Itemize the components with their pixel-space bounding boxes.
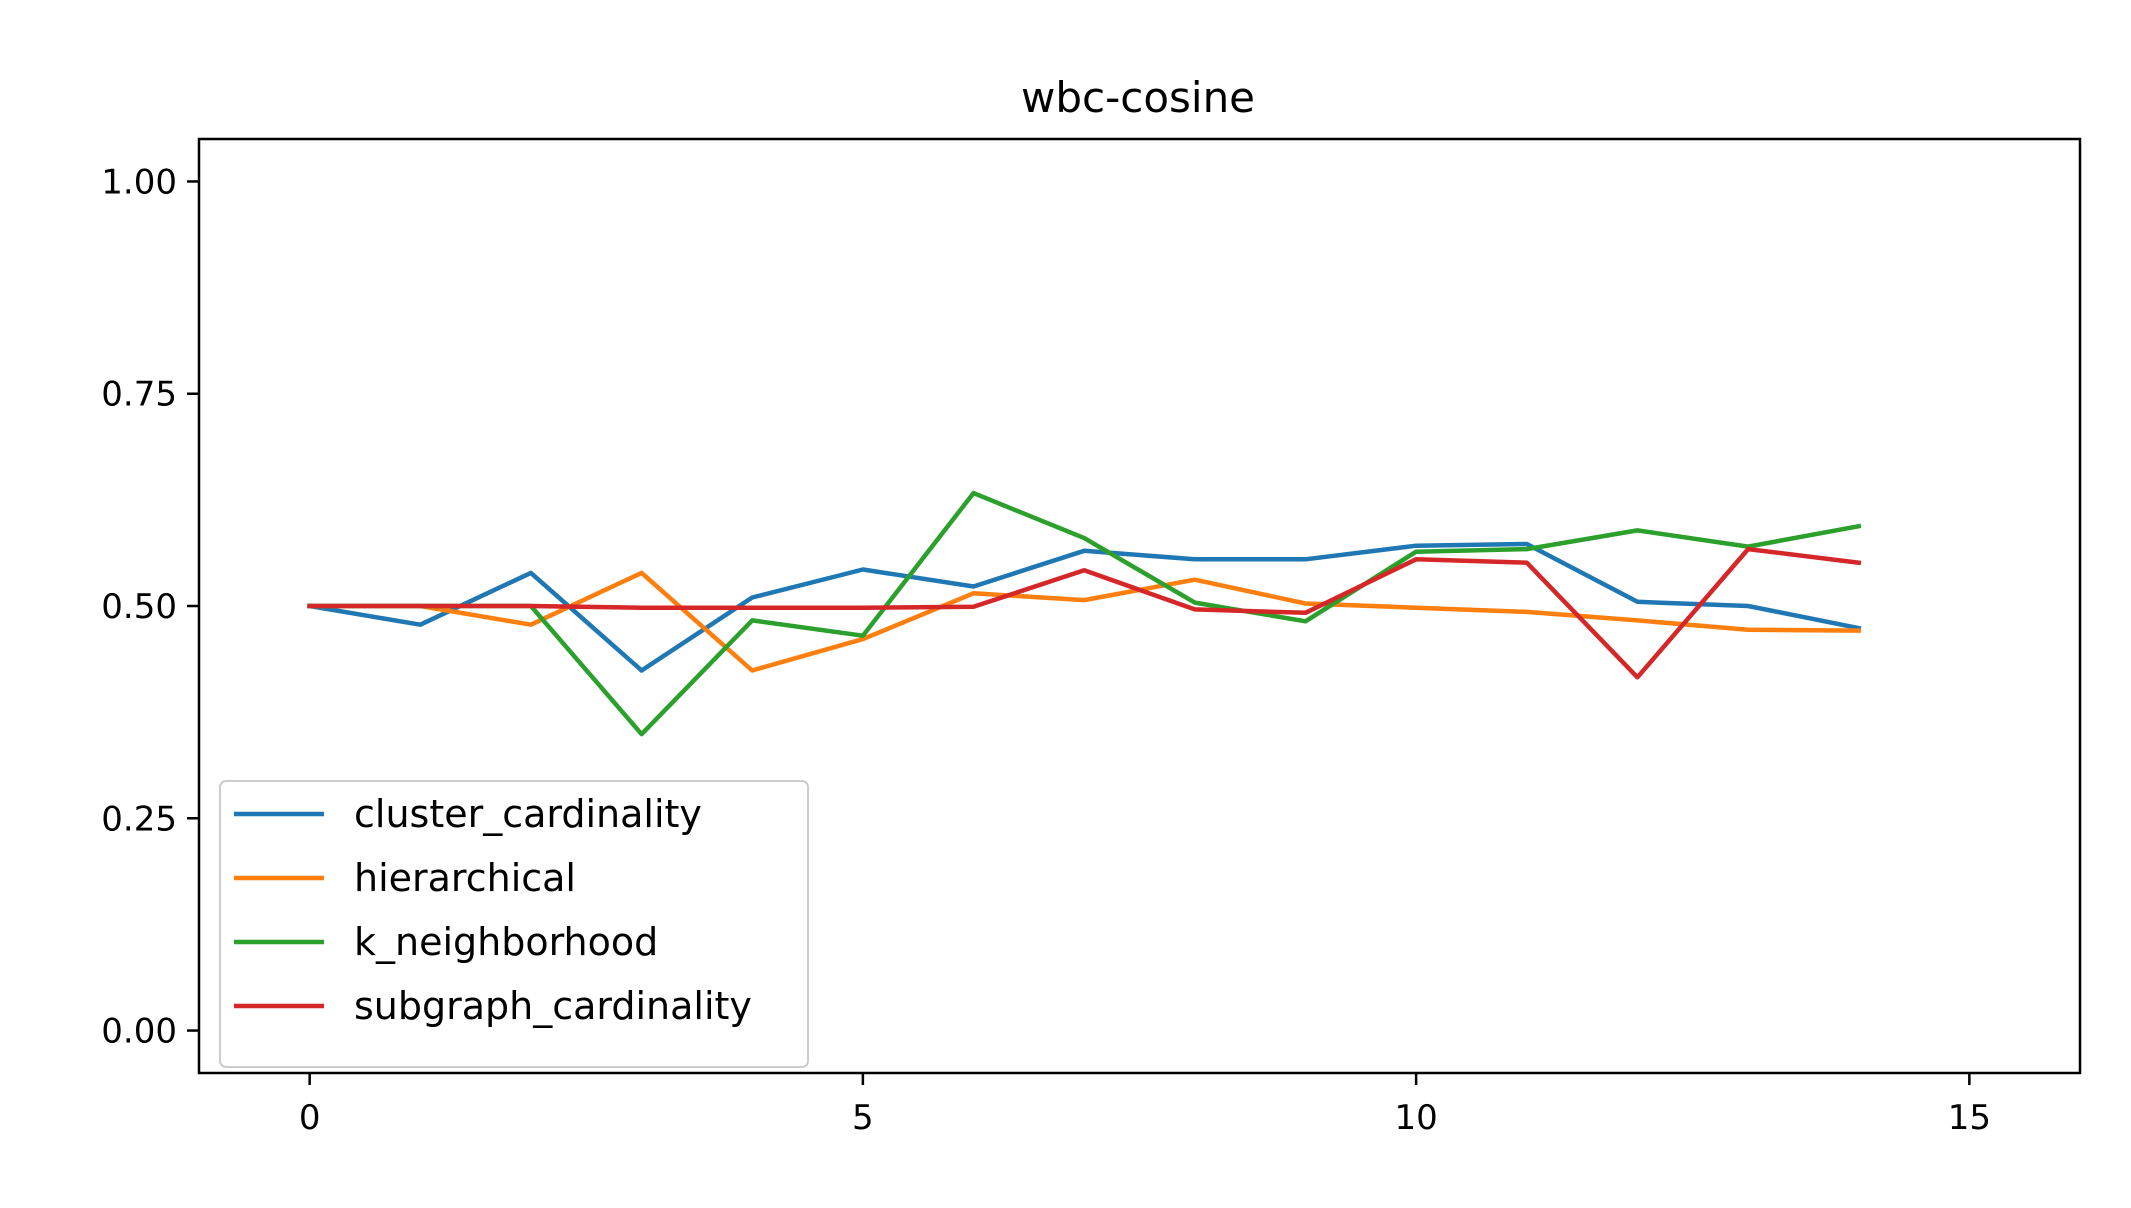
y-tick-label: 0.25 [101, 799, 177, 839]
legend-label-subgraph_cardinality: subgraph_cardinality [354, 984, 752, 1028]
x-axis: 0 5 10 15 [299, 1073, 1991, 1138]
y-tick-label: 1.00 [101, 162, 177, 202]
x-tick-label: 5 [852, 1098, 874, 1138]
plot-frame [197, 137, 2082, 1075]
series-line-k_neighborhood [307, 490, 1862, 737]
y-tick-label: 0.00 [101, 1012, 177, 1052]
legend-label-hierarchical: hierarchical [354, 856, 576, 900]
y-tick-label: 0.75 [101, 375, 177, 415]
x-tick-label: 0 [299, 1098, 321, 1138]
plot-lines [307, 490, 1862, 737]
legend-label-cluster_cardinality: cluster_cardinality [354, 792, 702, 836]
legend-label-k_neighborhood: k_neighborhood [354, 920, 658, 964]
legend: cluster_cardinality hierarchical k_neighbo… [219, 780, 809, 1068]
y-tick-label: 0.50 [101, 587, 177, 627]
legend-box [219, 780, 809, 1068]
chart-title: wbc-cosine [1021, 73, 1255, 122]
x-tick-label: 10 [1394, 1098, 1437, 1138]
x-tick-label: 15 [1948, 1098, 1991, 1138]
y-axis: 0.00 0.25 0.50 0.75 1.00 [101, 162, 199, 1052]
series-line-subgraph_cardinality [307, 546, 1862, 680]
